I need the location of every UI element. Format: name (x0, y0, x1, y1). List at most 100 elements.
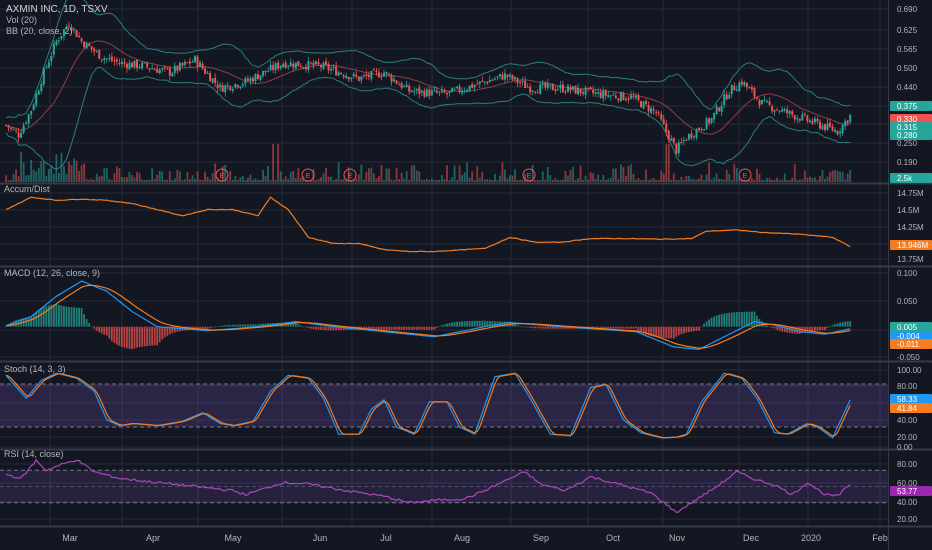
candle-body (100, 59, 103, 61)
macd-tick-label: 0.050 (897, 297, 918, 306)
volume-bar (176, 169, 179, 182)
macd-histogram-bar (690, 326, 693, 332)
candle-body (347, 76, 350, 80)
volume-bar (105, 167, 108, 182)
candle-body (566, 85, 569, 93)
candle-body (594, 92, 597, 94)
macd-histogram-bar (249, 324, 252, 327)
volume-bar (141, 179, 143, 182)
macd-histogram-bar (554, 326, 557, 329)
candle-body (370, 70, 373, 79)
volume-bar (408, 179, 411, 182)
macd-histogram-bar (632, 326, 635, 329)
volume-bar (284, 176, 287, 182)
candle-body (627, 98, 630, 100)
volume-bar (274, 179, 277, 182)
macd-histogram-bar (315, 326, 317, 330)
candle-body (652, 109, 655, 111)
earnings-label: E (220, 173, 225, 180)
candle-body (60, 36, 63, 39)
candle-body (209, 73, 212, 82)
symbol-title[interactable]: AXMIN INC, 1D, TSXV (6, 4, 108, 15)
candle-body (226, 85, 229, 87)
macd-histogram-bar (42, 307, 45, 327)
macd-histogram-bar (619, 326, 622, 329)
price-axis[interactable]: 0.690 0.625 0.565 0.500 0.440 0.375 0.315 0.250… (62, 5, 932, 543)
candle-body (80, 38, 83, 42)
macd-title[interactable]: MACD (12, 26, close, 9) (4, 268, 100, 278)
candle-body (5, 124, 7, 126)
volume-bar (506, 178, 509, 182)
candle-body (292, 63, 295, 68)
volume-bar (322, 173, 325, 182)
stoch-title[interactable]: Stoch (14, 3, 3) (4, 364, 66, 374)
macd-histogram-bar (748, 311, 751, 327)
volume-bar (597, 174, 600, 182)
candle-body (677, 142, 680, 154)
earnings-label: E (743, 173, 748, 180)
volume-bar (22, 162, 25, 182)
candle-body (176, 65, 179, 71)
macd-histogram-bar (161, 326, 164, 340)
candle-body (635, 96, 637, 98)
macd-histogram-bar (156, 326, 159, 346)
earnings-label: E (527, 173, 532, 180)
macd-histogram-bar (468, 320, 471, 327)
rsi-title[interactable]: RSI (14, close) (4, 449, 64, 459)
rsi-badge-bg (890, 486, 932, 496)
macd-histogram-bar (824, 326, 826, 331)
macd-histogram-bar (433, 326, 436, 330)
ad-title[interactable]: Accum/Dist (4, 184, 50, 194)
x-axis-label: Oct (606, 533, 621, 543)
volume-bar (491, 179, 494, 182)
macd-histogram-bar (559, 326, 562, 329)
candlesticks[interactable] (5, 21, 852, 157)
macd-histogram-bar (68, 306, 70, 327)
volume-bar (226, 179, 229, 182)
candle-body (740, 81, 743, 85)
candle-body (120, 61, 123, 64)
macd-histogram-bar (599, 326, 602, 329)
macd-histogram-bar (642, 326, 645, 334)
macd-histogram-bar (675, 326, 678, 337)
macd-histogram-bar (370, 326, 373, 330)
macd-histogram-bar (756, 315, 758, 327)
volume-bar (504, 169, 506, 182)
stoch-tick-label: 100.00 (897, 366, 922, 375)
stoch-tick-label: 40.00 (897, 416, 918, 425)
vol-title[interactable]: Vol (20) (6, 15, 37, 25)
volume-bar (158, 171, 161, 182)
macd-histogram-bar (88, 322, 91, 327)
macd-histogram-bar (121, 326, 123, 347)
macd-histogram-bar (718, 314, 721, 327)
volume-bar (297, 167, 300, 182)
macd-histogram-bar (476, 320, 479, 327)
candle-body (393, 79, 396, 82)
macd-histogram-bar (229, 324, 232, 327)
stoch-tick-label: 0.00 (897, 443, 913, 452)
macd-histogram-bar (85, 319, 88, 327)
candle-body (25, 122, 28, 124)
candle-body (755, 97, 758, 99)
candle-body (249, 78, 252, 81)
bb-title[interactable]: BB (20, close, 2) (6, 26, 73, 36)
candle-body (241, 84, 244, 86)
macd-badge: -0.004 (897, 332, 920, 341)
candle-body (650, 108, 653, 114)
candle-body (705, 118, 708, 130)
candle-body (723, 94, 726, 106)
candle-body (168, 68, 171, 76)
macd-histogram-bar (516, 325, 519, 327)
candle-body (577, 87, 580, 95)
candle-body (783, 108, 786, 111)
volume-bar (471, 171, 474, 182)
candle-body (413, 91, 416, 93)
macd-histogram-bar (728, 312, 731, 327)
price-badge: 0.330 (897, 115, 918, 124)
candle-body (491, 79, 494, 81)
macd-histogram-bar (378, 326, 380, 330)
volume-bar (73, 158, 75, 182)
